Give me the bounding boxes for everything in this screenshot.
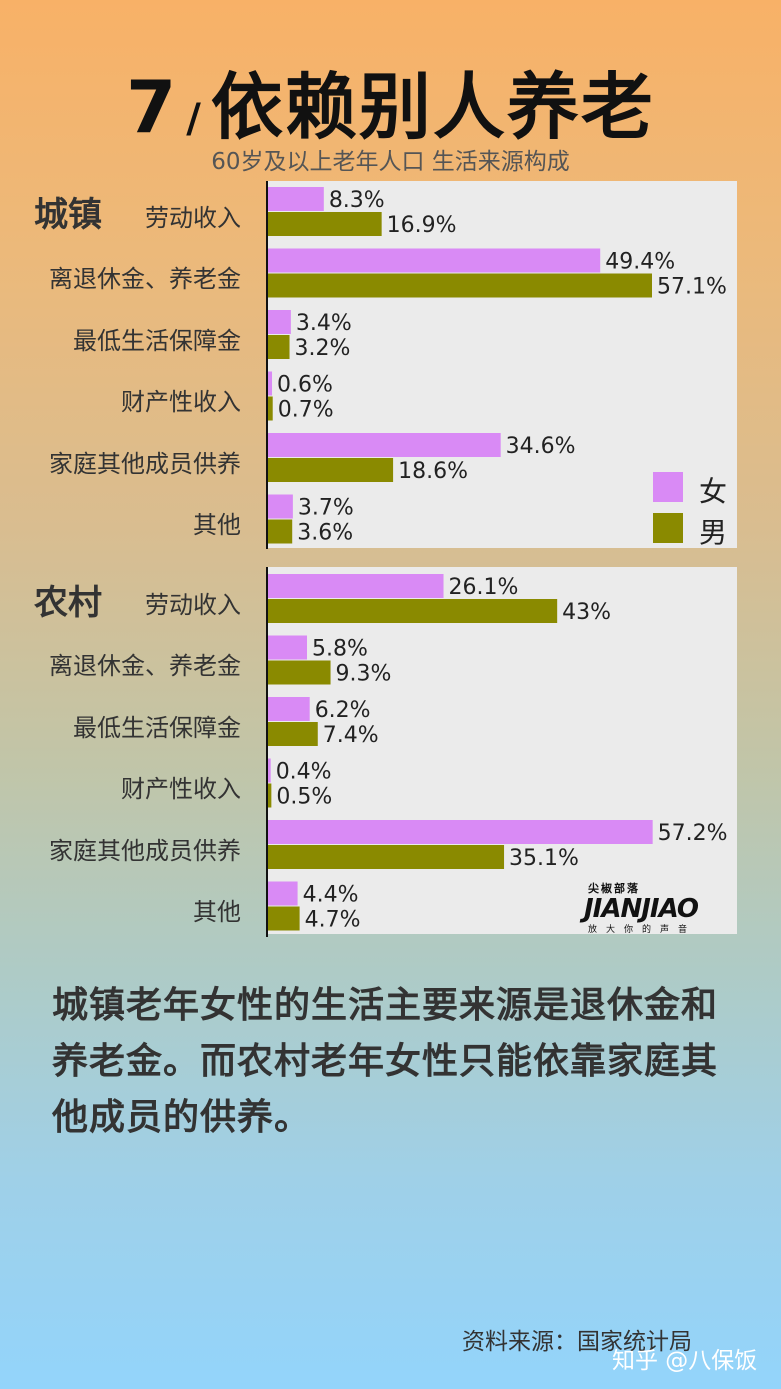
urban-value-label-male: 0.7%: [278, 398, 334, 423]
jianjiao-logo: 尖椒部落 JIANJIAO 放大你的声音: [584, 880, 734, 940]
urban-value-label-male: 16.9%: [387, 213, 457, 238]
urban-value-label-female: 3.4%: [296, 311, 352, 336]
legend-male-label: 男: [699, 516, 728, 549]
urban-bar-female: [268, 310, 291, 334]
rural-value-label-male: 43%: [562, 600, 611, 625]
rural-value-label-female: 5.8%: [312, 637, 368, 662]
rural-value-label-female: 6.2%: [315, 698, 371, 723]
title-text: 依赖别人养老: [210, 65, 655, 149]
legend-female-swatch: [653, 472, 683, 502]
rural-category-label: 其他: [193, 898, 241, 926]
rural-bar-female: [268, 574, 444, 598]
urban-bar-female: [268, 494, 293, 519]
rural-value-label-male: 4.7%: [305, 908, 361, 933]
rural-value-label-female: 4.4%: [303, 883, 359, 908]
urban-value-label-male: 57.1%: [657, 275, 727, 300]
urban-category-label: 离退休金、养老金: [49, 265, 241, 293]
watermark: 知乎 @八保饭: [612, 1348, 758, 1374]
urban-bar-male: [268, 396, 273, 421]
urban-value-label-female: 8.3%: [329, 188, 385, 213]
rural-value-label-male: 9.3%: [336, 662, 392, 687]
urban-bar-female: [268, 371, 273, 396]
urban-bar-male: [268, 212, 382, 236]
urban-axis-line: [266, 181, 268, 549]
summary-text: 城镇老年女性的生活主要来源是退休金和养老金。而农村老年女性只能依靠家庭其他成员的…: [52, 985, 719, 1138]
urban-category-label: 最低生活保障金: [73, 327, 241, 355]
urban-value-label-female: 34.6%: [506, 434, 576, 459]
rural-bar-male: [268, 906, 300, 931]
urban-bar-male: [268, 458, 394, 482]
rural-value-label-female: 26.1%: [449, 575, 519, 600]
rural-bar-male: [268, 660, 331, 685]
urban-value-label-male: 3.6%: [297, 521, 353, 546]
urban-category-label: 其他: [193, 511, 241, 539]
urban-bar-female: [268, 433, 501, 457]
urban-value-label-female: 0.6%: [277, 373, 333, 398]
urban-value-label-male: 18.6%: [398, 459, 468, 484]
urban-bar-female: [268, 187, 324, 211]
rural-bar-female: [268, 881, 298, 906]
chart-subtitle: 60岁及以上老年人口 生活来源构成: [211, 149, 570, 175]
rural-bar-female: [268, 635, 308, 660]
rural-bar-male: [268, 599, 558, 623]
rural-bar-male: [268, 783, 272, 808]
urban-value-label-female: 49.4%: [605, 250, 675, 275]
legend-female-label: 女: [699, 475, 728, 508]
rural-value-label-female: 0.4%: [276, 760, 332, 785]
legend-male-swatch: [653, 513, 683, 543]
rural-category-label: 财产性收入: [121, 775, 241, 803]
rural-chart-panel: [267, 567, 737, 934]
rural-value-label-male: 7.4%: [323, 723, 379, 748]
rural-value-label-male: 35.1%: [509, 846, 579, 871]
rural-value-label-female: 57.2%: [658, 821, 728, 846]
urban-value-label-male: 3.2%: [295, 336, 351, 361]
rural-category-label: 最低生活保障金: [73, 714, 241, 742]
rural-category-label: 劳动收入: [145, 591, 241, 619]
rural-bar-female: [268, 758, 271, 783]
logo-top-text: 尖椒部落: [588, 882, 640, 895]
rural-bar-female: [268, 697, 310, 721]
title-slash: /: [186, 96, 203, 142]
logo-main-text: JIANJIAO: [584, 894, 699, 924]
urban-bar-female: [268, 248, 601, 273]
urban-value-label-female: 3.7%: [298, 496, 354, 521]
rural-value-label-male: 0.5%: [276, 785, 332, 810]
rural-bar-male: [268, 845, 505, 869]
rural-category-label: 家庭其他成员供养: [49, 837, 241, 865]
logo-bottom-text: 放大你的声音: [588, 925, 697, 935]
urban-category-label: 家庭其他成员供养: [49, 450, 241, 478]
urban-bar-male: [268, 335, 290, 359]
urban-bar-male: [268, 273, 652, 298]
urban-section-label: 城镇: [34, 195, 102, 235]
urban-bar-male: [268, 519, 293, 544]
rural-section-label: 农村: [34, 583, 102, 623]
title-number: 7: [126, 65, 179, 149]
urban-category-label: 劳动收入: [145, 204, 241, 232]
page-title: 7/依赖别人养老: [0, 48, 781, 153]
rural-bar-female: [268, 820, 653, 844]
rural-axis-line: [266, 567, 268, 937]
rural-bar-male: [268, 722, 318, 746]
source-note: 资料来源：国家统计局: [462, 1329, 692, 1355]
urban-category-label: 财产性收入: [121, 388, 241, 416]
rural-category-label: 离退休金、养老金: [49, 652, 241, 680]
